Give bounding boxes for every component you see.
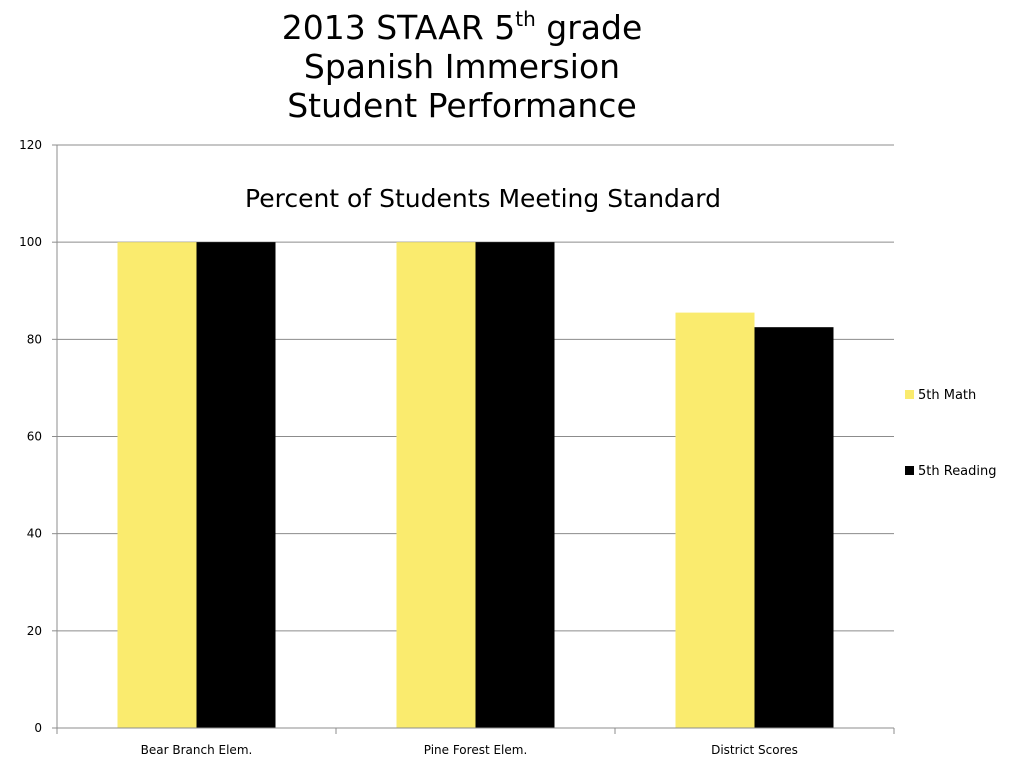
slide-title: 2013 STAAR 5th grade Spanish Immersion S… <box>212 8 712 125</box>
bar <box>754 327 834 728</box>
bar <box>196 242 276 728</box>
y-tick-label: 100 <box>19 235 42 249</box>
slide-title-line-3: Student Performance <box>287 86 637 125</box>
chart-title: Percent of Students Meeting Standard <box>245 184 721 213</box>
bar <box>475 242 555 728</box>
y-tick-label: 80 <box>27 332 42 346</box>
x-tick-label: Bear Branch Elem. <box>141 743 253 757</box>
x-tick-label: Pine Forest Elem. <box>424 743 528 757</box>
x-tick-label: District Scores <box>711 743 798 757</box>
slide-title-line-1: 2013 STAAR 5th grade <box>212 8 712 47</box>
y-tick-label: 60 <box>27 430 42 444</box>
legend-swatch <box>905 466 914 475</box>
bar <box>117 242 197 728</box>
legend-label: 5th Reading <box>918 464 997 479</box>
slide-title-line-2: Spanish Immersion <box>303 47 621 86</box>
title-line-1-suffix: grade <box>535 8 643 47</box>
title-superscript: th <box>515 7 536 31</box>
bar <box>675 312 755 728</box>
y-tick-label: 120 <box>19 138 42 152</box>
bar <box>396 242 476 728</box>
legend-label: 5th Math <box>918 388 976 403</box>
y-tick-label: 0 <box>34 721 42 735</box>
title-line-1-prefix: 2013 STAAR 5 <box>281 8 516 47</box>
y-tick-label: 40 <box>27 527 42 541</box>
y-tick-label: 20 <box>27 624 42 638</box>
legend-swatch <box>905 390 914 399</box>
